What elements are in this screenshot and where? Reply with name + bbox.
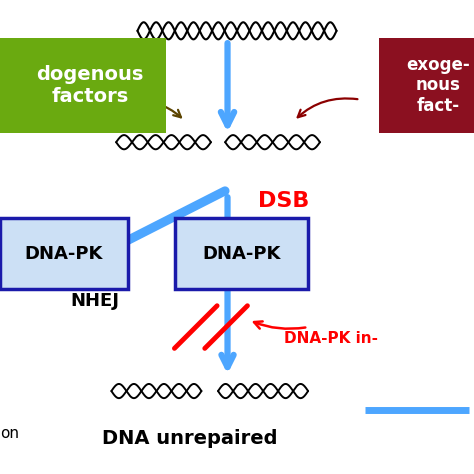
Text: DSB: DSB [258, 191, 310, 211]
FancyBboxPatch shape [0, 218, 128, 289]
FancyArrowPatch shape [126, 100, 181, 118]
Text: DNA-PK in-: DNA-PK in- [284, 331, 378, 346]
Text: dogenous
factors: dogenous factors [36, 65, 144, 106]
Text: NHEJ: NHEJ [70, 292, 119, 310]
FancyArrowPatch shape [254, 321, 305, 329]
FancyBboxPatch shape [175, 218, 308, 289]
Text: DNA-PK: DNA-PK [202, 245, 281, 263]
FancyBboxPatch shape [379, 38, 474, 133]
FancyArrowPatch shape [298, 99, 357, 117]
Text: on: on [0, 426, 19, 441]
FancyBboxPatch shape [0, 38, 166, 133]
Text: DNA unrepaired: DNA unrepaired [102, 429, 277, 448]
Text: exoge-
nous
fact-: exoge- nous fact- [407, 55, 470, 115]
Text: DNA-PK: DNA-PK [25, 245, 103, 263]
